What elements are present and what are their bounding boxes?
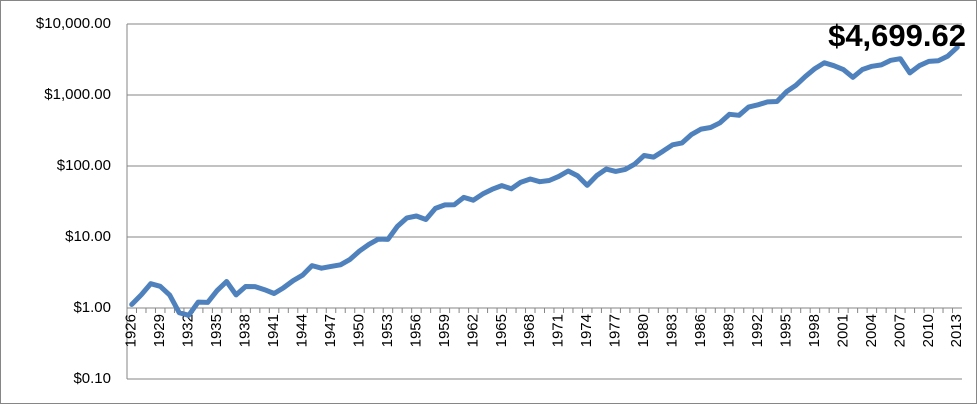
x-tick-label: 1995 bbox=[777, 314, 794, 347]
x-tick-label: 1929 bbox=[151, 314, 168, 347]
x-tick-label: 1971 bbox=[550, 314, 567, 347]
x-tick-label: 1935 bbox=[208, 314, 225, 347]
y-tick-label: $1.00 bbox=[73, 299, 111, 316]
x-tick-label: 1980 bbox=[635, 314, 652, 347]
x-tick-label: 1977 bbox=[607, 314, 624, 347]
x-tick-label: 1992 bbox=[749, 314, 766, 347]
x-tick-label: 1962 bbox=[464, 314, 481, 347]
x-tick-label: 2004 bbox=[863, 314, 880, 347]
x-tick-label: 1998 bbox=[806, 314, 823, 347]
x-tick-label: 1959 bbox=[436, 314, 453, 347]
y-tick-label: $100.00 bbox=[57, 157, 111, 174]
x-tick-label: 1932 bbox=[180, 314, 197, 347]
x-tick-label: 1968 bbox=[521, 314, 538, 347]
x-tick-label: 1986 bbox=[692, 314, 709, 347]
x-tick-label: 2013 bbox=[948, 314, 965, 347]
x-tick-label: 1974 bbox=[578, 314, 595, 347]
x-tick-label: 1938 bbox=[237, 314, 254, 347]
x-tick-label: 1926 bbox=[123, 314, 140, 347]
x-tick-label: 1944 bbox=[294, 314, 311, 347]
x-tick-label: 1950 bbox=[350, 314, 367, 347]
x-tick-label: 1965 bbox=[493, 314, 510, 347]
x-tick-label: 1947 bbox=[322, 314, 339, 347]
y-tick-label: $10.00 bbox=[65, 228, 111, 245]
x-tick-label: 1983 bbox=[664, 314, 681, 347]
y-tick-label: $0.10 bbox=[73, 370, 111, 387]
x-tick-label: 1953 bbox=[379, 314, 396, 347]
x-tick-label: 2007 bbox=[891, 314, 908, 347]
x-tick-label: 1956 bbox=[407, 314, 424, 347]
x-tick-label: 1941 bbox=[265, 314, 282, 347]
annotation: $4,699.62 bbox=[828, 18, 966, 53]
y-tick-label: $10,000.00 bbox=[36, 15, 111, 32]
y-tick-label: $1,000.00 bbox=[44, 86, 111, 103]
x-tick-label: 2001 bbox=[834, 314, 851, 347]
x-tick-label: 2010 bbox=[920, 314, 937, 347]
series-line bbox=[129, 44, 960, 318]
x-tick-label: 1989 bbox=[720, 314, 737, 347]
